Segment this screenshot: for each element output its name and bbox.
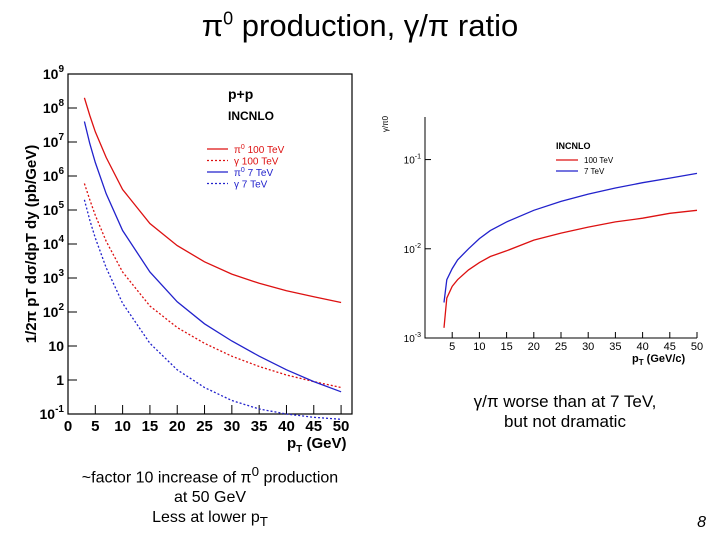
- plot-title: p+p: [228, 86, 253, 102]
- legend-label-3: γ 7 TeV: [234, 180, 268, 191]
- legend-label-2: π0 7 TeV: [234, 167, 273, 179]
- ratio-plot-subtitle: INCNLO: [556, 141, 591, 151]
- y-tick-label-2: 10: [48, 338, 64, 354]
- y-tick-label-0: 10-1: [40, 404, 65, 422]
- ratio-x-tick-label-40: 40: [636, 341, 648, 353]
- ratio-y-tick-label-2: 10-1: [404, 154, 421, 167]
- ratio-legend-label-1: 7 TeV: [584, 167, 605, 176]
- y-tick-label-5: 104: [43, 234, 65, 252]
- ratio-x-axis-title: pT (GeV/c): [632, 353, 686, 367]
- spectra-series-0: [83, 97, 342, 304]
- x-tick-label-5: 5: [91, 418, 99, 435]
- ratio-legend-label-0: 100 TeV: [584, 156, 614, 165]
- y-tick-label-4: 103: [43, 268, 65, 286]
- ratio-series-1: [443, 172, 698, 303]
- ratio-x-tick-label-25: 25: [555, 341, 567, 353]
- plot-subtitle: INCNLO: [228, 109, 274, 123]
- y-tick-label-8: 107: [43, 132, 65, 150]
- x-axis-title: pT (GeV): [287, 435, 346, 455]
- x-tick-label-25: 25: [196, 418, 213, 435]
- spectra-series-3: [83, 199, 342, 420]
- x-tick-label-50: 50: [333, 418, 350, 435]
- y-axis-title: 1/2π pT dσ/dpT dy (pb/GeV): [23, 145, 40, 343]
- y-tick-label-1: 1: [56, 372, 64, 388]
- spectra-series-1: [83, 183, 342, 389]
- x-tick-label-45: 45: [305, 418, 322, 435]
- x-tick-label-0: 0: [64, 418, 72, 435]
- y-tick-label-3: 102: [43, 302, 65, 320]
- x-tick-label-10: 10: [114, 418, 131, 435]
- slide-title: π0 production, γ/π ratio: [201, 8, 519, 43]
- ratio-y-tick-label-0: 10-3: [404, 332, 421, 345]
- ratio-x-tick-label-15: 15: [500, 341, 512, 353]
- legend-label-1: γ 100 TeV: [234, 157, 279, 168]
- ratio-x-tick-label-35: 35: [609, 341, 621, 353]
- note-ratio-comment: γ/π worse than at 7 TeV, but not dramati…: [473, 392, 657, 431]
- x-tick-label-40: 40: [278, 418, 295, 435]
- x-tick-label-15: 15: [142, 418, 159, 435]
- ratio-series-0: [443, 209, 698, 328]
- spectra-series-2: [83, 121, 342, 393]
- ratio-x-tick-label-45: 45: [664, 341, 676, 353]
- y-tick-label-6: 105: [43, 200, 65, 218]
- y-tick-label-7: 106: [43, 166, 65, 184]
- ratio-y-tick-label-1: 10-2: [404, 243, 421, 256]
- ratio-x-tick-label-5: 5: [449, 341, 455, 353]
- ratio-x-tick-label-20: 20: [528, 341, 540, 353]
- note-factor-increase: ~factor 10 increase of π0 production at …: [81, 464, 339, 530]
- legend-label-0: π0 100 TeV: [234, 144, 285, 156]
- x-tick-label-30: 30: [224, 418, 241, 435]
- page-number: 8: [697, 514, 706, 531]
- ratio-x-tick-label-10: 10: [473, 341, 485, 353]
- x-tick-label-35: 35: [251, 418, 268, 435]
- y-tick-label-10: 109: [43, 64, 65, 82]
- y-tick-label-9: 108: [43, 98, 65, 116]
- ratio-x-tick-label-30: 30: [582, 341, 594, 353]
- ratio-x-tick-label-50: 50: [691, 341, 703, 353]
- ratio-y-axis-title: γ/π0: [381, 115, 390, 132]
- x-tick-label-20: 20: [169, 418, 186, 435]
